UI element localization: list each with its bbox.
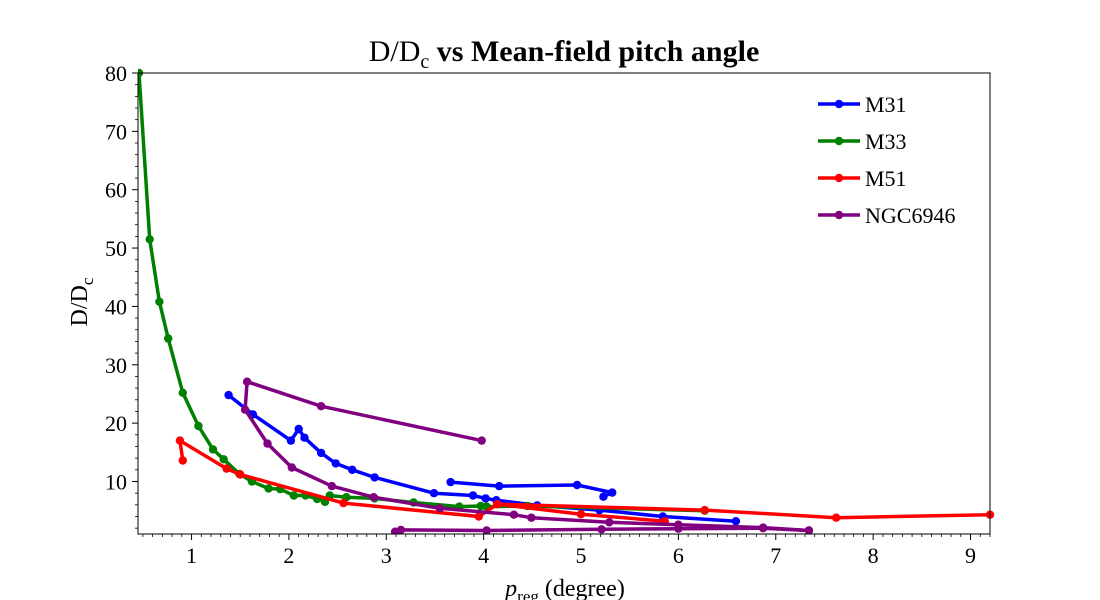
chart-title-rest: vs Mean-field pitch angle bbox=[429, 35, 759, 68]
legend-marker-m51 bbox=[834, 173, 844, 183]
data-point-ngc6946 bbox=[369, 493, 378, 502]
data-point-m51 bbox=[474, 512, 483, 521]
data-point-m31 bbox=[495, 481, 504, 491]
x-axis-label-main: p bbox=[503, 576, 517, 600]
x-tick-label: 6 bbox=[673, 543, 684, 568]
data-point-m31 bbox=[731, 517, 741, 526]
series-line-m51 bbox=[495, 502, 992, 520]
data-point-m33 bbox=[155, 297, 164, 306]
x-axis-label: preg (degree) bbox=[503, 576, 625, 600]
x-tick-label: 9 bbox=[965, 543, 976, 568]
data-point-ngc6946 bbox=[477, 436, 486, 445]
data-point-m51 bbox=[339, 498, 348, 508]
y-tick-label: 20 bbox=[105, 411, 127, 436]
data-point-m51 bbox=[178, 456, 187, 465]
data-point-ngc6946 bbox=[316, 402, 326, 411]
data-point-ngc6946 bbox=[597, 525, 606, 534]
x-tick-label: 7 bbox=[770, 543, 781, 568]
y-tick-label: 70 bbox=[105, 119, 127, 144]
x-tick-label: 2 bbox=[283, 543, 294, 568]
data-point-m33 bbox=[178, 388, 187, 397]
data-point-ngc6946 bbox=[435, 504, 445, 513]
plot-area: 1 2 3 4 5 6 7 8 9 10 20 30 40 50 60 70 80 bbox=[105, 61, 995, 568]
data-point-m31 bbox=[468, 491, 478, 500]
data-point-m31 bbox=[370, 473, 379, 482]
data-point-ngc6946 bbox=[327, 481, 336, 491]
data-point-m51 bbox=[222, 464, 231, 473]
series-group bbox=[138, 68, 995, 534]
chart-title-sub: c bbox=[420, 51, 429, 73]
data-point-m31 bbox=[331, 459, 340, 468]
data-point-m31 bbox=[608, 488, 617, 497]
chart-title: D/Dc vs Mean-field pitch angle bbox=[369, 35, 760, 73]
data-point-m31 bbox=[300, 433, 309, 442]
data-point-ngc6946 bbox=[509, 510, 519, 519]
legend-label-ngc6946: NGC6946 bbox=[865, 203, 955, 228]
data-point-m31 bbox=[446, 477, 455, 487]
y-tick-label: 60 bbox=[105, 178, 127, 203]
x-tick-label: 5 bbox=[576, 543, 587, 568]
series-line-m33 bbox=[138, 71, 707, 513]
legend-marker-m31 bbox=[834, 99, 844, 109]
data-point-m31 bbox=[294, 424, 303, 434]
y-tick-label: 40 bbox=[105, 294, 127, 319]
x-tick-label: 4 bbox=[478, 543, 489, 568]
y-tick-label: 10 bbox=[105, 469, 127, 494]
data-point-m33 bbox=[264, 484, 273, 493]
data-point-m31 bbox=[316, 448, 326, 458]
data-point-m51 bbox=[236, 470, 245, 479]
data-point-m51 bbox=[700, 505, 709, 515]
data-point-ngc6946 bbox=[482, 526, 491, 534]
data-point-ngc6946 bbox=[804, 526, 814, 534]
data-point-ngc6946 bbox=[287, 463, 296, 472]
chart-title-main: D/D bbox=[369, 35, 421, 68]
y-tick-label: 30 bbox=[105, 353, 127, 378]
x-tick-label: 8 bbox=[868, 543, 879, 568]
data-point-m51 bbox=[175, 436, 185, 445]
data-point-m33 bbox=[208, 445, 218, 454]
data-point-m51 bbox=[832, 513, 841, 522]
data-point-ngc6946 bbox=[605, 518, 614, 527]
x-axis-label-sub: reg bbox=[517, 587, 539, 600]
data-point-m31 bbox=[481, 494, 490, 503]
data-point-ngc6946 bbox=[527, 513, 536, 522]
data-point-m33 bbox=[164, 334, 173, 343]
data-point-ngc6946 bbox=[240, 405, 250, 414]
y-tick-label: 80 bbox=[105, 61, 127, 86]
data-point-m31 bbox=[599, 492, 608, 501]
legend-label-m33: M33 bbox=[865, 129, 907, 154]
data-point-ngc6946 bbox=[263, 439, 272, 448]
data-point-ngc6946 bbox=[758, 524, 768, 533]
data-point-m31 bbox=[572, 480, 582, 490]
data-point-m33 bbox=[219, 455, 228, 464]
legend: M31 M33 M51 NGC6946 bbox=[818, 92, 955, 228]
data-point-m31 bbox=[348, 465, 357, 474]
data-point-m33 bbox=[194, 421, 203, 431]
x-tick-label: 1 bbox=[186, 543, 197, 568]
data-point-m51 bbox=[493, 500, 502, 509]
data-point-m33 bbox=[289, 491, 298, 500]
data-point-ngc6946 bbox=[242, 377, 252, 386]
data-point-m31 bbox=[429, 489, 439, 498]
data-point-m31 bbox=[286, 436, 296, 445]
axes-frame bbox=[137, 72, 991, 535]
data-point-ngc6946 bbox=[674, 524, 683, 533]
data-point-m31 bbox=[224, 390, 233, 400]
y-axis-label-main: D/D bbox=[67, 285, 93, 326]
x-axis-label-rest: (degree) bbox=[539, 576, 625, 600]
y-axis-label-sub: c bbox=[78, 277, 97, 285]
legend-label-m51: M51 bbox=[865, 166, 907, 191]
data-point-m51 bbox=[576, 510, 586, 519]
x-tick-label: 3 bbox=[381, 543, 392, 568]
legend-label-m31: M31 bbox=[865, 92, 907, 117]
y-axis-label: D/Dc bbox=[67, 277, 97, 326]
y-tick-label: 50 bbox=[105, 236, 127, 261]
legend-marker-m33 bbox=[834, 136, 844, 146]
data-point-m33 bbox=[145, 235, 154, 244]
data-point-ngc6946 bbox=[396, 525, 406, 534]
legend-marker-ngc6946 bbox=[834, 210, 844, 220]
